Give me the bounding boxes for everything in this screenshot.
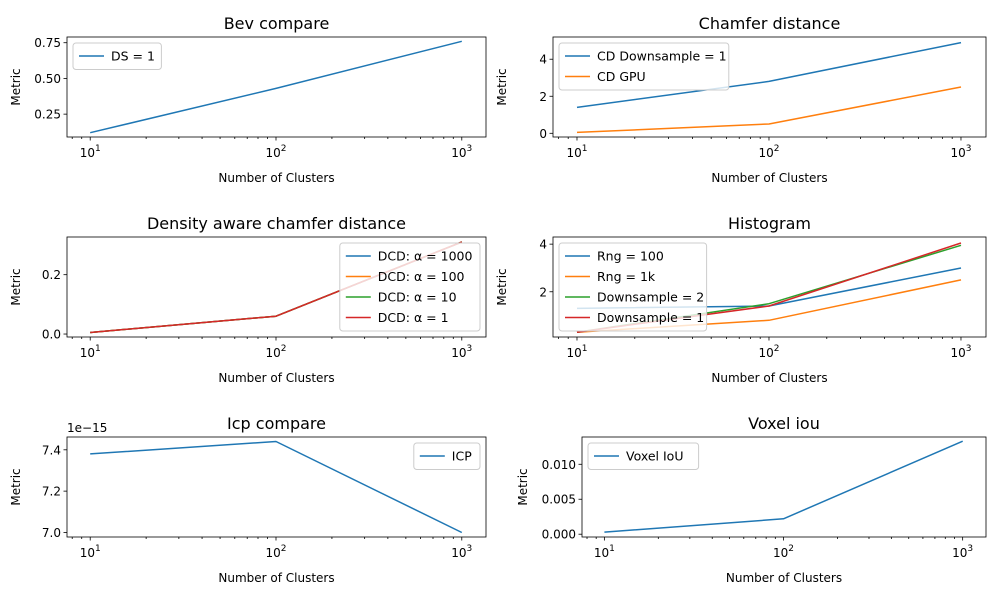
y-tick-label: 2	[539, 285, 547, 299]
x-tick-label: 102	[773, 544, 794, 560]
x-tick-label: 103	[451, 144, 472, 160]
legend-frame	[413, 442, 481, 470]
legend-label: CD Downsample = 1	[597, 49, 727, 64]
axes-frame	[66, 436, 487, 538]
legend-label: Downsample = 2	[597, 290, 704, 305]
y-axis-label: Metric	[9, 268, 23, 305]
x-tick-label: 102	[265, 344, 286, 360]
legend: Voxel IoU	[587, 442, 700, 470]
y-tick-label: 4	[539, 238, 547, 252]
x-tick-label: 102	[265, 144, 286, 160]
legend-frame	[339, 242, 481, 332]
subplot-1: Bev compare 101 102 103 0.25 0.50 0.75 Number o…	[9, 14, 487, 185]
legend-label: Downsample = 1	[597, 310, 704, 325]
y-tick-label: 0.50	[34, 72, 61, 86]
x-tick-label: 102	[758, 344, 779, 360]
y-tick-label: 0.75	[34, 36, 61, 50]
legend-label: Voxel IoU	[626, 449, 683, 464]
axes-frame	[581, 436, 987, 538]
x-axis-label: Number of Clusters	[218, 171, 334, 185]
x-tick-label: 101	[566, 144, 587, 160]
x-axis-label: Number of Clusters	[218, 571, 334, 585]
legend-label: CD GPU	[597, 69, 646, 84]
axes-frame	[552, 36, 987, 138]
x-tick-label: 103	[451, 544, 472, 560]
series-line	[90, 40, 462, 134]
x-tick-label: 101	[80, 344, 101, 360]
legend-label: DCD: α = 1	[378, 310, 449, 325]
x-tick-label: 102	[758, 144, 779, 160]
chart-title: Icp compare	[227, 414, 326, 433]
legend-label: Rng = 1k	[597, 269, 656, 284]
y-axis-label: Metric	[9, 468, 23, 505]
subplot-5: Icp compare 101 102 103 7.0 7.2 7.4 1e−15 Number…	[9, 414, 487, 585]
legend-label: ICP	[452, 449, 472, 464]
legend-label: DS = 1	[111, 49, 155, 64]
y-tick-label: 7.4	[42, 443, 61, 457]
legend: DCD: α = 1000 DCD: α = 100 DCD: α = 10 DCD:…	[339, 242, 481, 332]
y-tick-label: 4	[539, 53, 547, 67]
x-axis-label: Number of Clusters	[711, 371, 827, 385]
y-axis-label: Metric	[516, 468, 530, 505]
x-axis-label: Number of Clusters	[218, 371, 334, 385]
axes-frame	[66, 236, 487, 338]
subplot-6: Voxel iou 101 102 103 0.000 0.005 0.010 Number …	[516, 414, 987, 585]
series-line	[576, 86, 962, 134]
axes-frame	[66, 36, 487, 138]
x-tick-label: 103	[952, 544, 973, 560]
x-tick-label: 103	[451, 344, 472, 360]
x-axis-label: Number of Clusters	[726, 571, 842, 585]
y-axis-label: Metric	[495, 68, 509, 105]
chart-title: Chamfer distance	[699, 14, 841, 33]
chart-title: Histogram	[728, 214, 811, 233]
chart-title: Density aware chamfer distance	[147, 214, 406, 233]
legend: CD Downsample = 1 CD GPU	[558, 42, 730, 91]
legend-frame	[587, 442, 700, 470]
subplot-3: Density aware chamfer distance 101 102 103 0…	[9, 214, 487, 385]
legend-label: Rng = 100	[597, 249, 664, 264]
y-tick-label: 2	[539, 90, 547, 104]
y-tick-label: 0.005	[542, 493, 576, 507]
y-tick-label: 7.2	[42, 485, 61, 499]
x-axis-label: Number of Clusters	[711, 171, 827, 185]
y-tick-label: 0.2	[42, 268, 61, 282]
legend-frame	[72, 42, 162, 70]
x-tick-label: 101	[80, 144, 101, 160]
y-offset-label: 1e−15	[67, 421, 107, 435]
subplot-2: Chamfer distance 101 102 103 0 2 4 Number of Cl…	[495, 14, 987, 185]
x-tick-label: 101	[80, 544, 101, 560]
legend: Rng = 100 Rng = 1k Downsample = 2 Downsampl…	[558, 242, 708, 332]
y-axis-label: Metric	[9, 68, 23, 105]
legend: ICP	[413, 442, 481, 470]
series-line	[90, 440, 463, 534]
legend-label: DCD: α = 1000	[378, 249, 473, 264]
x-tick-label: 103	[950, 344, 971, 360]
series-line	[576, 41, 962, 109]
chart-title: Voxel iou	[748, 414, 820, 433]
y-tick-label: 0.010	[542, 458, 576, 472]
chart-title: Bev compare	[224, 14, 330, 33]
legend-frame	[558, 242, 708, 332]
y-tick-label: 0	[539, 127, 547, 141]
x-tick-label: 102	[265, 544, 286, 560]
y-axis-label: Metric	[495, 268, 509, 305]
y-tick-label: 7.0	[42, 526, 61, 540]
y-tick-label: 0.000	[542, 528, 576, 542]
legend-label: DCD: α = 100	[378, 269, 465, 284]
series-line	[604, 440, 963, 533]
subplot-4: Histogram 101 102 103 2 4 Number of Clusters Me…	[495, 214, 987, 385]
y-tick-label: 0.25	[34, 108, 61, 122]
axes-frame	[552, 236, 987, 338]
y-tick-label: 0.0	[42, 328, 61, 342]
legend-label: DCD: α = 10	[378, 290, 457, 305]
legend: DS = 1	[72, 42, 162, 70]
x-tick-label: 101	[566, 344, 587, 360]
legend-frame	[558, 42, 730, 91]
x-tick-label: 103	[950, 144, 971, 160]
x-tick-label: 101	[594, 544, 615, 560]
